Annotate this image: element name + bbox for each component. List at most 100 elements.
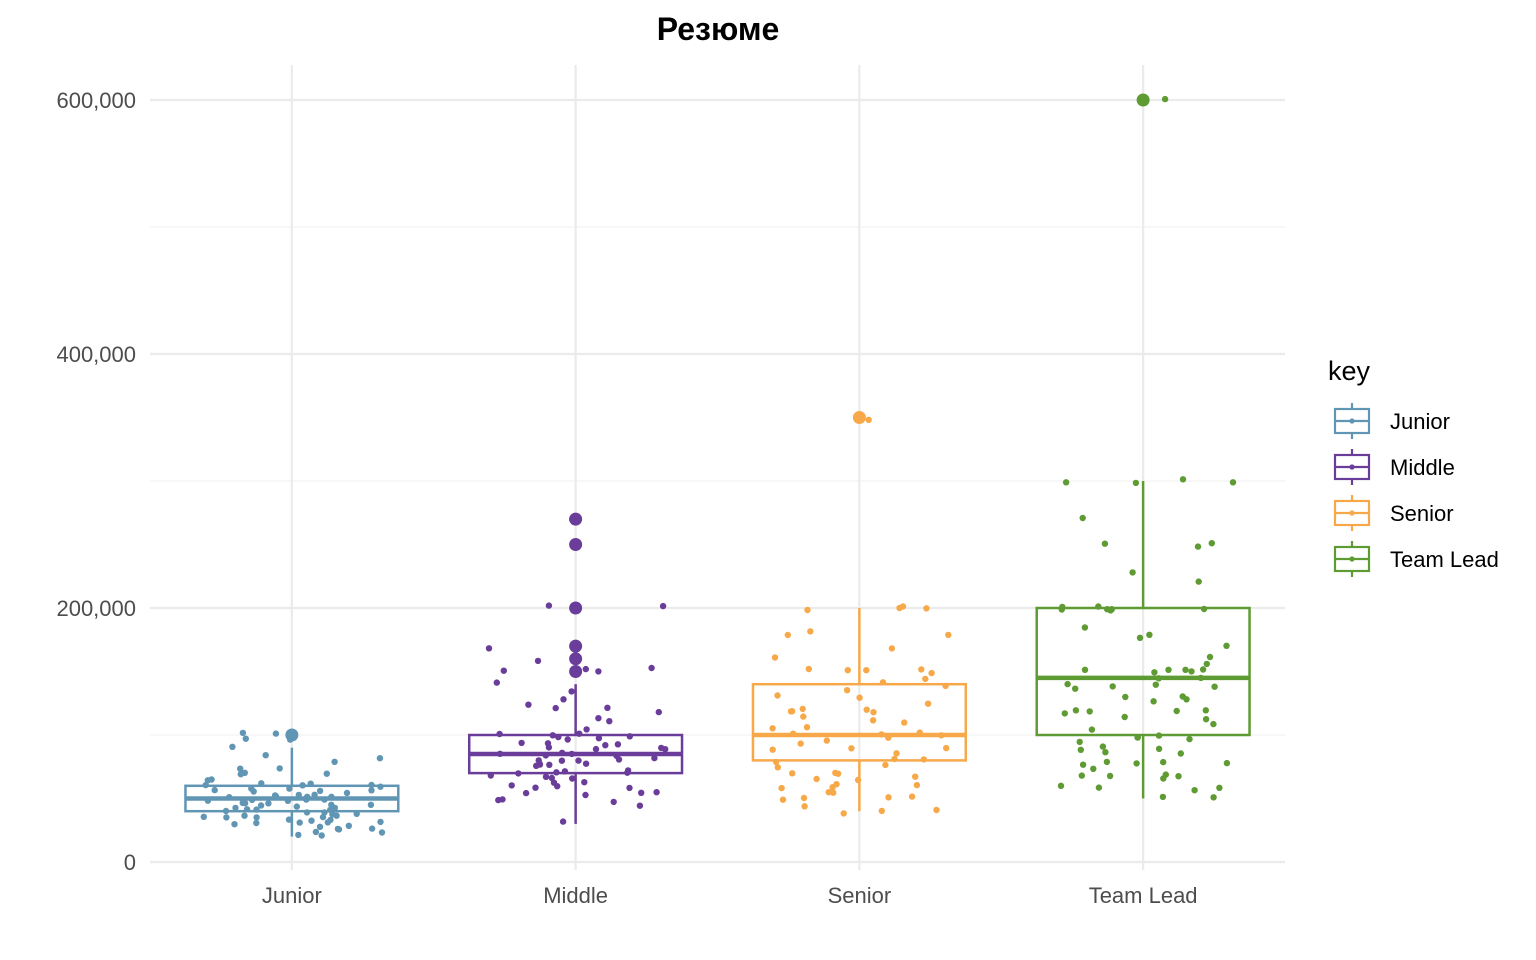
data-point [229,743,236,750]
data-point [1081,666,1089,673]
data-point [545,744,553,751]
data-point [659,602,667,610]
data-point [779,796,787,803]
y-tick-label: 200,000 [56,596,136,621]
box-junior [184,728,400,837]
data-point [522,789,530,797]
data-point [1151,669,1158,676]
legend-item: Junior [1333,403,1450,439]
data-point [253,819,260,827]
outlier-point [569,639,583,653]
data-point [901,719,908,726]
data-point [918,666,925,673]
data-point [803,724,811,731]
data-point [840,810,847,817]
data-point [536,760,543,767]
data-point [368,825,376,832]
data-point [569,775,576,782]
data-point [834,770,842,777]
data-point [1057,782,1065,789]
data-point [1103,758,1111,766]
data-point [525,701,532,708]
data-point [896,604,903,612]
y-tick-label: 0 [124,850,136,875]
legend-key-point [1349,418,1355,424]
data-point [285,816,293,823]
data-point [774,692,781,699]
data-point [1072,685,1079,692]
data-point [1195,578,1202,585]
data-point [545,602,553,609]
data-point [546,761,553,768]
legend: key Junior Middle Senior Team Lead [1328,356,1499,577]
data-point [606,718,613,725]
data-point [564,736,571,743]
chart-title: Резюме [657,11,780,47]
data-point [242,735,249,742]
data-point [823,737,830,744]
data-point [804,606,811,614]
data-point [825,789,832,796]
data-point [1106,772,1114,780]
data-point [1101,540,1109,547]
outlier-point [569,538,583,551]
data-point [581,779,588,786]
data-point [378,829,386,836]
data-point [626,784,633,792]
x-tick-label: Junior [262,883,322,908]
data-point [568,688,575,695]
data-point [848,745,855,752]
data-point [1062,479,1070,486]
data-point [863,667,870,674]
box-team-lead [1035,93,1251,799]
data-point [582,791,589,799]
outlier-point [852,411,866,424]
legend-label: Team Lead [1390,547,1499,572]
data-point [943,744,950,752]
data-point [542,773,550,780]
data-point [922,675,929,683]
legend-item: Team Lead [1333,541,1499,577]
data-point [550,779,558,786]
legend-label: Middle [1390,455,1455,480]
data-point [1078,772,1086,779]
data-point [813,775,820,783]
data-point [1202,716,1210,723]
data-point [241,800,249,807]
box-iqr [751,682,968,762]
data-point [797,740,804,747]
data-point [560,696,567,703]
data-point [552,704,559,712]
data-point [1179,693,1186,700]
box-senior [751,411,968,812]
data-point [1173,707,1180,715]
data-point [1165,666,1172,673]
data-point [237,765,244,772]
data-point [331,758,338,765]
data-point [615,756,623,763]
data-point [1203,660,1211,668]
data-point [1152,681,1160,688]
data-point [582,665,589,673]
data-point [1090,765,1097,772]
data-point [1095,784,1103,791]
data-point [829,784,836,791]
data-point [1077,746,1085,753]
data-point [508,782,515,789]
data-point [231,821,238,828]
legend-key-point [1349,510,1355,516]
data-point [614,741,622,748]
legend-title: key [1328,356,1371,386]
data-point [1223,642,1230,649]
data-point [869,717,877,724]
data-point [638,789,645,796]
x-tick-label: Team Lead [1089,883,1198,908]
data-point [377,818,384,826]
legend-key-point [1349,556,1355,562]
data-point [933,806,940,814]
data-point [532,784,539,791]
data-point [878,807,885,815]
data-point [800,794,808,802]
data-point [771,654,779,661]
